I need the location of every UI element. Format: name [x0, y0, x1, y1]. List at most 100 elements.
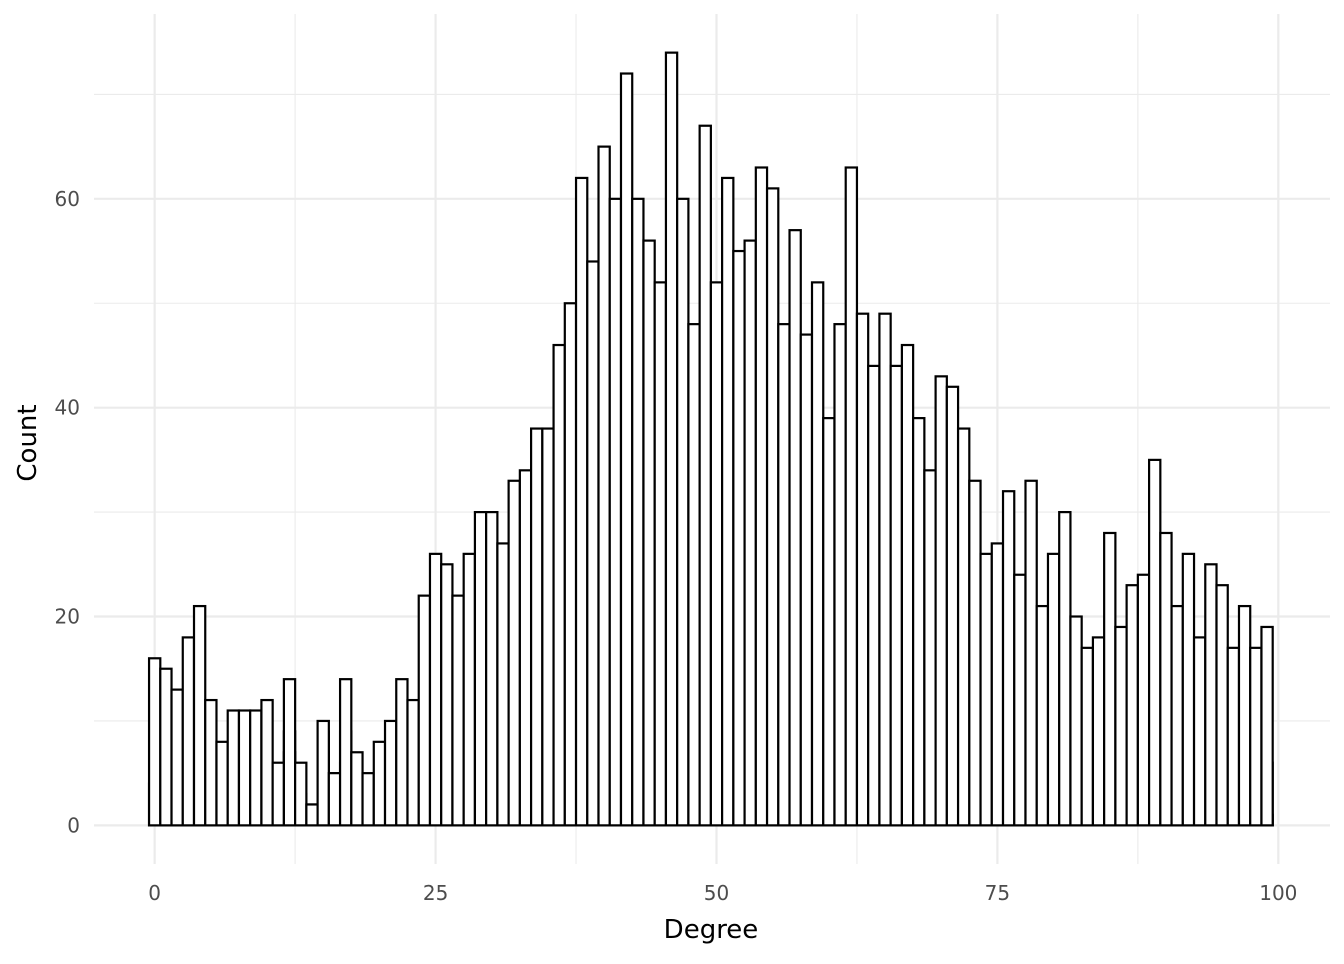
- histogram-bar: [1260, 625, 1274, 827]
- histogram-bar: [417, 594, 432, 827]
- histogram-bar: [810, 281, 825, 827]
- histogram-bar: [923, 469, 937, 827]
- x-tick-label: 100: [1259, 881, 1297, 905]
- histogram-bar: [226, 709, 241, 827]
- histogram-bar: [451, 594, 465, 827]
- histogram-bar: [765, 187, 780, 827]
- histogram-bar: [1147, 458, 1162, 827]
- histogram-bar: [788, 229, 802, 827]
- histogram-bar: [867, 364, 881, 827]
- histogram-bar: [1114, 625, 1128, 827]
- histogram-bar: [732, 249, 746, 827]
- histogram-bar: [237, 709, 252, 827]
- histogram-bar: [518, 469, 533, 827]
- histogram-bar: [147, 657, 162, 827]
- histogram-bar: [170, 688, 184, 827]
- histogram-bar: [687, 323, 701, 827]
- histogram-bar: [181, 636, 196, 827]
- histogram-bar: [642, 239, 656, 827]
- histogram-bar: [1136, 573, 1151, 827]
- histogram-bar: [1046, 552, 1061, 827]
- y-tick-labels: 0 20 40 60: [55, 187, 80, 838]
- histogram-bar: [574, 176, 589, 827]
- histogram-bar: [1181, 552, 1196, 827]
- histogram-bar: [631, 197, 645, 827]
- histogram-bar: [878, 312, 892, 827]
- x-tick-label: 25: [423, 881, 448, 905]
- histogram-bar: [676, 197, 690, 827]
- histogram-bar: [1001, 490, 1016, 827]
- histogram-bar: [619, 72, 634, 827]
- histogram-bar: [1125, 584, 1139, 827]
- histogram-bar: [1080, 646, 1095, 827]
- histogram-bar: [260, 698, 274, 827]
- histogram-bar: [305, 803, 319, 827]
- histogram-bar: [440, 563, 454, 827]
- histogram-bar: [1013, 573, 1027, 827]
- histogram-bar: [1226, 646, 1241, 827]
- histogram-bar: [372, 740, 387, 827]
- histogram-bar: [529, 427, 544, 827]
- histogram-bar: [1091, 636, 1106, 827]
- histogram-bar: [900, 343, 915, 827]
- histogram-bar: [294, 761, 308, 827]
- histogram-bar: [822, 417, 836, 827]
- histogram-bar: [664, 51, 679, 827]
- histogram-bar: [777, 323, 791, 827]
- histogram-bar: [159, 667, 173, 827]
- histogram-bar: [395, 678, 409, 827]
- histogram-bar: [1237, 604, 1252, 827]
- histogram-bar: [956, 427, 971, 827]
- histogram-bar: [855, 312, 870, 827]
- histogram-bar: [990, 542, 1005, 827]
- histogram-bar: [1204, 563, 1218, 827]
- histogram-bar: [361, 772, 375, 827]
- histogram-bar: [428, 552, 443, 827]
- histogram-bar: [1024, 479, 1038, 827]
- histogram-bar: [799, 333, 814, 827]
- histogram-bar: [485, 510, 499, 827]
- histogram-bar: [1035, 604, 1050, 827]
- histogram-bar: [383, 719, 398, 827]
- histogram-bar: [282, 678, 297, 827]
- histogram-bar: [743, 239, 757, 827]
- y-tick-label: 20: [55, 605, 80, 629]
- histogram-bar: [271, 761, 285, 827]
- histogram-bar: [833, 323, 847, 827]
- y-tick-label: 60: [55, 187, 80, 211]
- histogram-bar: [552, 343, 566, 827]
- x-tick-label: 50: [704, 881, 729, 905]
- histogram-bar: [316, 719, 330, 827]
- histogram-bar: [709, 281, 724, 827]
- histogram-bar: [889, 364, 903, 827]
- histogram-bar: [586, 260, 600, 827]
- histogram-bar: [1215, 584, 1229, 827]
- histogram-bar: [934, 375, 948, 827]
- x-tick-label: 75: [985, 881, 1010, 905]
- histogram-bar: [563, 302, 578, 827]
- x-axis-title: Degree: [664, 915, 759, 945]
- histogram-bar: [912, 417, 926, 827]
- histogram-bar: [1192, 636, 1207, 827]
- histogram-bar: [462, 552, 477, 827]
- histogram-bar: [968, 479, 982, 827]
- histogram-bar: [945, 385, 960, 827]
- histogram-bar: [1249, 646, 1263, 827]
- histogram-bar: [698, 124, 712, 827]
- histogram-bar: [1069, 615, 1083, 827]
- histogram-bar: [473, 510, 488, 827]
- bars-layer: [147, 51, 1274, 827]
- histogram-bar: [608, 197, 623, 827]
- histogram-bar: [1103, 531, 1117, 827]
- x-tick-label: 0: [148, 881, 161, 905]
- histogram-bar: [754, 166, 769, 827]
- histogram-bar: [653, 281, 668, 827]
- histogram-bar: [249, 709, 263, 827]
- histogram-bar: [204, 698, 218, 827]
- histogram-bar: [327, 772, 342, 827]
- histogram-bar: [721, 176, 735, 827]
- histogram-bar: [406, 698, 420, 827]
- histogram-bar: [496, 542, 510, 827]
